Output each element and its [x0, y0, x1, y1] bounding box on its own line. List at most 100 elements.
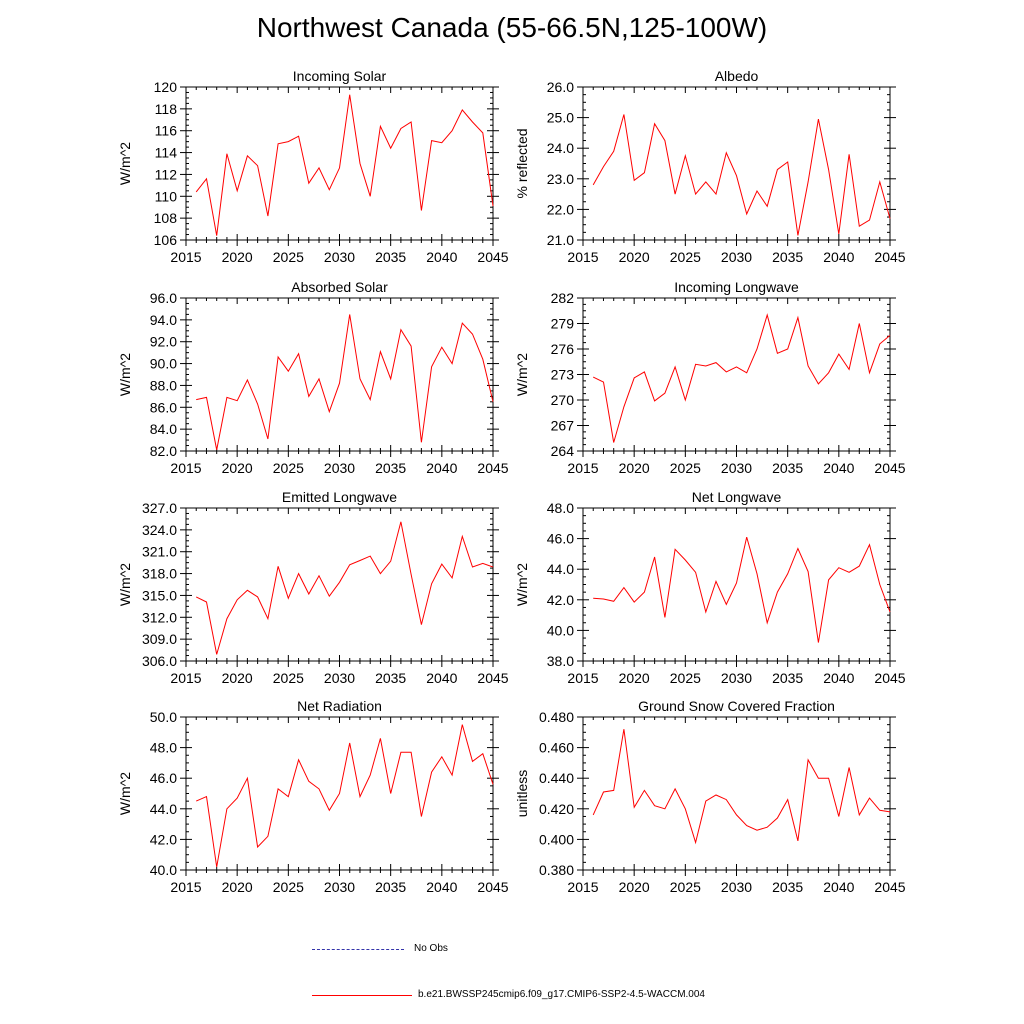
- x-tick-label: 2045: [874, 879, 905, 895]
- y-tick-label: 44.0: [547, 561, 574, 577]
- x-tick-label: 2025: [273, 879, 304, 895]
- y-tick-label: 116: [155, 123, 178, 139]
- x-tick-label: 2015: [170, 879, 201, 895]
- legend-obs-label: No Obs: [414, 943, 448, 954]
- y-tick-label: 92.0: [150, 334, 177, 350]
- x-tick-label: 2020: [222, 879, 253, 895]
- y-tick-label: 50.0: [150, 709, 177, 725]
- y-tick-label: 270: [551, 392, 575, 408]
- x-tick-label: 2040: [823, 879, 854, 895]
- y-tick-label: 318.0: [142, 566, 177, 582]
- y-tick-label: 96.0: [150, 290, 177, 306]
- plot-frame: [582, 86, 891, 241]
- x-tick-label: 2020: [619, 879, 650, 895]
- plot-frame: [185, 297, 494, 452]
- x-tick-label: 2035: [772, 460, 803, 476]
- y-tick-label: 267: [551, 418, 575, 434]
- y-tick-label: 86.0: [150, 399, 177, 415]
- y-tick-label: 306.0: [142, 653, 177, 669]
- y-tick-label: 42.0: [547, 592, 574, 608]
- x-tick-label: 2040: [823, 249, 854, 265]
- x-tick-label: 2020: [222, 670, 253, 686]
- panel-title: Absorbed Solar: [291, 279, 388, 295]
- panel-title: Albedo: [715, 68, 759, 84]
- x-tick-label: 2040: [426, 460, 457, 476]
- y-tick-label: 0.480: [539, 709, 574, 725]
- y-tick-label: 0.380: [539, 862, 574, 878]
- x-tick-label: 2035: [772, 879, 803, 895]
- y-tick-label: 84.0: [150, 421, 177, 437]
- x-tick-label: 2045: [477, 460, 508, 476]
- y-tick-label: 108: [154, 210, 178, 226]
- y-tick-label: 321.0: [142, 544, 177, 560]
- x-tick-label: 2035: [375, 879, 406, 895]
- series-line: [196, 314, 494, 450]
- x-tick-label: 2045: [874, 670, 905, 686]
- panel-title: Net Radiation: [297, 698, 382, 714]
- x-tick-label: 2035: [772, 249, 803, 265]
- x-tick-label: 2015: [170, 249, 201, 265]
- plot-frame: [582, 297, 891, 452]
- x-tick-label: 2015: [170, 670, 201, 686]
- y-tick-label: 315.0: [142, 587, 177, 603]
- y-tick-label: 273: [551, 367, 575, 383]
- x-tick-label: 2030: [324, 249, 355, 265]
- y-tick-label: 24.0: [547, 140, 574, 156]
- x-tick-label: 2025: [670, 670, 701, 686]
- y-tick-label: 118: [155, 101, 178, 117]
- y-tick-label: 312.0: [142, 609, 177, 625]
- y-tick-label: 282: [551, 290, 575, 306]
- y-tick-label: 0.460: [539, 740, 574, 756]
- y-tick-label: 42.0: [150, 831, 177, 847]
- y-tick-label: 112: [155, 166, 178, 182]
- x-tick-label: 2045: [874, 249, 905, 265]
- y-tick-label: 106: [154, 232, 178, 248]
- x-tick-label: 2015: [170, 460, 201, 476]
- y-tick-label: 0.420: [539, 801, 574, 817]
- x-tick-label: 2025: [273, 460, 304, 476]
- x-tick-label: 2015: [567, 670, 598, 686]
- y-tick-label: 0.400: [539, 831, 574, 847]
- x-tick-label: 2040: [823, 460, 854, 476]
- y-tick-label: 44.0: [150, 801, 177, 817]
- x-tick-label: 2020: [222, 460, 253, 476]
- y-tick-label: 22.0: [547, 201, 574, 217]
- plot-frame: [185, 507, 494, 662]
- plot-frame: [582, 507, 891, 662]
- y-axis-label: W/m^2: [117, 142, 133, 185]
- y-axis-label: unitless: [514, 770, 530, 817]
- plot-frame: [185, 86, 494, 241]
- y-tick-label: 279: [551, 316, 575, 332]
- x-tick-label: 2045: [477, 249, 508, 265]
- x-tick-label: 2025: [670, 249, 701, 265]
- y-axis-label: W/m^2: [514, 353, 530, 396]
- y-tick-label: 324.0: [142, 522, 177, 538]
- x-tick-label: 2030: [324, 460, 355, 476]
- series-line: [195, 94, 494, 236]
- series-line: [592, 313, 891, 443]
- y-tick-label: 23.0: [547, 171, 574, 187]
- y-tick-label: 90.0: [150, 356, 177, 372]
- y-axis-label: W/m^2: [117, 563, 133, 606]
- legend-obs-line: [312, 949, 404, 950]
- legend-model-line: [312, 995, 412, 996]
- x-tick-label: 2025: [273, 670, 304, 686]
- y-tick-label: 48.0: [547, 500, 574, 516]
- panel-title: Emitted Longwave: [282, 489, 397, 505]
- x-tick-label: 2020: [222, 249, 253, 265]
- x-tick-label: 2035: [375, 670, 406, 686]
- series-line: [195, 521, 494, 655]
- series-line: [195, 724, 494, 867]
- x-tick-label: 2025: [273, 249, 304, 265]
- y-tick-label: 38.0: [547, 653, 574, 669]
- x-tick-label: 2020: [619, 670, 650, 686]
- y-tick-label: 276: [551, 341, 575, 357]
- x-tick-label: 2015: [567, 879, 598, 895]
- x-tick-label: 2030: [324, 670, 355, 686]
- x-tick-label: 2045: [477, 670, 508, 686]
- x-tick-label: 2015: [567, 460, 598, 476]
- x-tick-label: 2030: [721, 249, 752, 265]
- y-axis-label: W/m^2: [514, 563, 530, 606]
- x-tick-label: 2020: [619, 460, 650, 476]
- series-line: [592, 114, 891, 236]
